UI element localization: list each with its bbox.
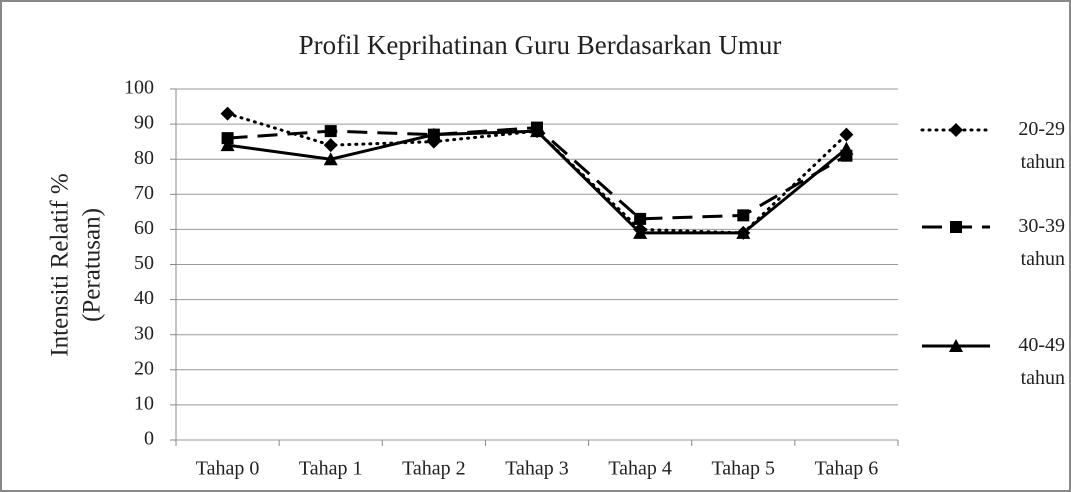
- y-axis-title: Intensiti Relatif % (Peratusan): [47, 173, 106, 356]
- y-axis-title-line: (Peratusan): [79, 208, 106, 322]
- y-tick-label: 60: [134, 217, 154, 239]
- x-tick-label: Tahap 6: [815, 458, 879, 480]
- marker: [949, 123, 963, 137]
- y-tick-label: 30: [134, 322, 154, 344]
- legend-label: 40-49 tahun: [1018, 334, 1065, 389]
- x-tick-label: Tahap 2: [402, 458, 466, 480]
- marker: [426, 127, 441, 141]
- marker: [633, 225, 648, 239]
- x-tick-label: Tahap 4: [608, 458, 672, 480]
- marker: [220, 106, 235, 121]
- marker: [323, 152, 338, 166]
- marker: [839, 127, 854, 142]
- y-tick-label: 80: [134, 147, 154, 169]
- y-tick-label: 0: [144, 428, 154, 450]
- marker: [839, 141, 854, 155]
- marker: [736, 225, 751, 239]
- y-tick-label: 70: [134, 182, 154, 204]
- y-axis-title-line: Intensiti Relatif %: [47, 173, 74, 356]
- marker: [221, 132, 234, 145]
- y-tick-label: 20: [134, 357, 154, 379]
- y-tick-label: 40: [134, 287, 154, 309]
- y-tick-label: 100: [124, 77, 154, 99]
- marker: [220, 138, 235, 152]
- x-tick-label: Tahap 5: [711, 458, 775, 480]
- y-tick-label: 50: [134, 252, 154, 274]
- marker: [737, 209, 750, 222]
- marker: [530, 124, 544, 138]
- marker: [323, 138, 338, 153]
- y-tick-label: 10: [134, 392, 154, 414]
- chart-title: Profil Keprihatinan Guru Berdasarkan Umu…: [299, 30, 782, 60]
- x-tick-label: Tahap 3: [505, 458, 569, 480]
- marker: [634, 212, 647, 225]
- marker: [950, 221, 962, 233]
- legend-label: 20-29 tahun: [1018, 118, 1065, 173]
- marker: [949, 339, 963, 352]
- y-tick-label: 90: [134, 112, 154, 134]
- x-tick-label: Tahap 0: [196, 458, 260, 480]
- x-tick-label: Tahap 1: [299, 458, 363, 480]
- legend-label: 30-39 tahun: [1018, 215, 1065, 270]
- marker: [324, 125, 337, 138]
